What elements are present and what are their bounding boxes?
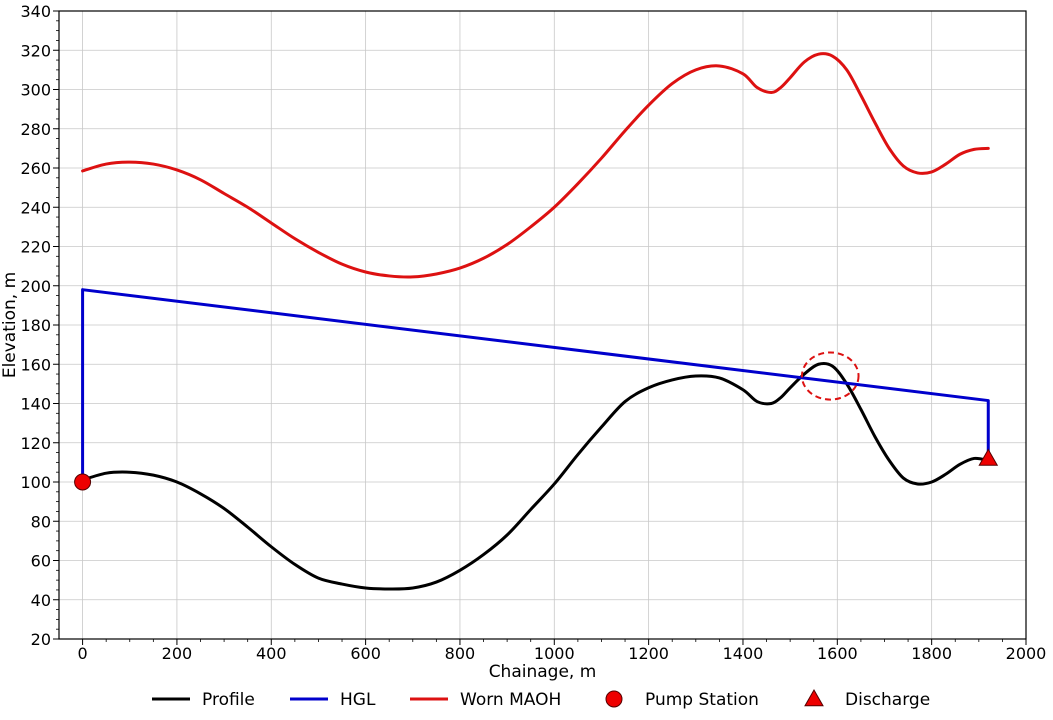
hgl-line [81, 288, 990, 484]
highlight-dashed-circle [800, 351, 860, 401]
y-tick-label: 100 [20, 473, 51, 492]
x-tick-label: 1400 [723, 644, 764, 663]
y-tick-label: 140 [20, 395, 51, 414]
discharge-marker [978, 448, 999, 466]
x-tick-label: 0 [77, 644, 87, 663]
pump-station-marker [74, 473, 92, 491]
y-tick-label: 160 [20, 355, 51, 374]
legend-label-worn-maoh: Worn MAOH [460, 690, 561, 710]
marker-layer [74, 448, 999, 491]
annotation-layer [800, 351, 860, 401]
y-tick-label: 260 [20, 159, 51, 178]
x-tick-label: 600 [350, 644, 381, 663]
y-axis-label: Elevation, m [0, 272, 20, 378]
profile-line [81, 361, 990, 591]
x-tick-label: 200 [162, 644, 193, 663]
legend-label-profile: Profile [202, 690, 255, 710]
y-tick-label: 240 [20, 198, 51, 217]
x-tick-label: 2000 [1006, 644, 1047, 663]
x-tick-label: 1000 [534, 644, 575, 663]
y-tick-label: 220 [20, 238, 51, 257]
y-tick-label: 280 [20, 120, 51, 139]
x-tick-label: 1600 [817, 644, 858, 663]
y-tick-label: 340 [20, 2, 51, 21]
y-tick-label: 120 [20, 434, 51, 453]
axis-ticks: 0 200 400 600 800 1000 1200 1400 1600 1800 2000 20 4… [20, 2, 1046, 663]
grid [59, 10, 1027, 640]
x-tick-label: 400 [256, 644, 287, 663]
x-tick-label: 1800 [911, 644, 952, 663]
y-tick-label: 60 [31, 552, 51, 571]
legend-swatch-pump-station [605, 690, 623, 708]
y-tick-label: 200 [20, 277, 51, 296]
legend-swatch-discharge [804, 688, 824, 707]
y-tick-label: 320 [20, 41, 51, 60]
legend-label-discharge: Discharge [845, 690, 930, 710]
x-tick-label: 800 [445, 644, 476, 663]
series-layer [81, 52, 990, 591]
legend: Profile HGL Worn MAOH Pump Station Discharge [152, 688, 930, 710]
y-tick-label: 40 [31, 591, 51, 610]
y-tick-label: 80 [31, 512, 51, 531]
y-tick-label: 300 [20, 81, 51, 100]
legend-label-hgl: HGL [340, 690, 376, 710]
y-tick-label: 20 [31, 630, 51, 649]
legend-label-pump-station: Pump Station [645, 690, 759, 710]
y-tick-label: 180 [20, 316, 51, 335]
x-axis-label: Chainage, m [489, 662, 597, 682]
worn-maoh-line [81, 52, 990, 279]
x-tick-label: 1200 [628, 644, 669, 663]
